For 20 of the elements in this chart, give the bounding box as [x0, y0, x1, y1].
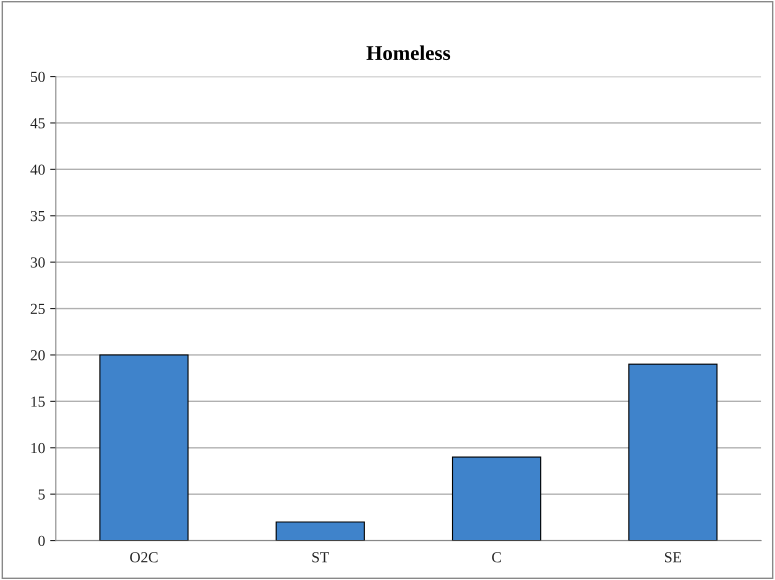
x-tick-label: O2C	[130, 552, 158, 562]
y-tick-label: 30	[30, 257, 45, 268]
y-tick-label: 25	[30, 304, 45, 314]
chart-title: Homeless	[366, 45, 450, 60]
x-tick-label: C	[492, 552, 501, 562]
y-tick-label: 50	[30, 72, 45, 82]
bar	[452, 456, 542, 541]
bar	[276, 521, 365, 541]
x-tick-label: ST	[312, 552, 329, 562]
x-tick-label: SE	[665, 552, 682, 562]
y-tick-label: 20	[30, 350, 45, 360]
y-tick-label: 45	[30, 118, 45, 128]
y-tick-label: 5	[38, 489, 45, 500]
y-tick-label: 0	[38, 536, 45, 546]
y-tick-label: 10	[31, 442, 45, 454]
y-tick-label: 15	[31, 396, 45, 407]
bar	[99, 354, 189, 541]
y-tick-label: 35	[30, 210, 45, 222]
bar	[628, 364, 718, 541]
y-tick-label: 40	[30, 164, 45, 175]
